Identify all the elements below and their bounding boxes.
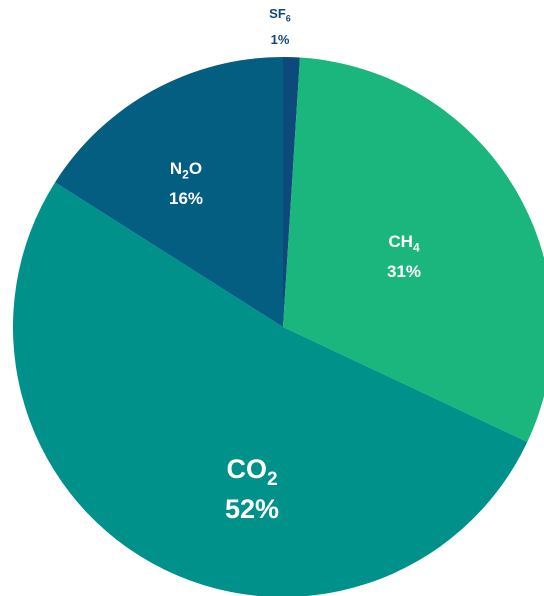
slice-label-n2o: N2O xyxy=(170,159,202,181)
pie-slice-sf6 xyxy=(283,57,300,327)
pie-slice-co2 xyxy=(13,182,528,596)
pie-slice-n2o xyxy=(55,56,283,327)
slice-value-sf6: 1% xyxy=(271,32,290,47)
slice-label-ch4: CH4 xyxy=(388,232,420,254)
slice-value-ch4: 31% xyxy=(387,262,421,281)
slice-label-co2: CO2 xyxy=(226,454,277,490)
slice-value-co2: 52% xyxy=(225,494,279,524)
slice-value-n2o: 16% xyxy=(169,189,203,208)
slice-label-sf6: SF6 xyxy=(269,6,291,23)
pie-slice-ch4 xyxy=(283,57,544,442)
